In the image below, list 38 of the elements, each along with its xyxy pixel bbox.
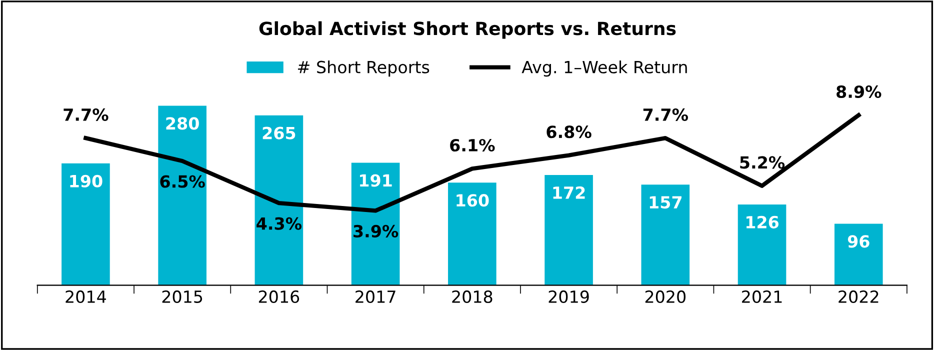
data-label: 160 xyxy=(456,194,489,207)
data-label: 265 xyxy=(262,126,296,140)
bar xyxy=(738,204,786,286)
bar xyxy=(834,224,883,286)
x-tick-label: 2016 xyxy=(258,290,300,304)
legend-label: # Short Reports xyxy=(298,60,430,77)
data-label: 7.7% xyxy=(643,108,688,121)
data-label: 7.7% xyxy=(64,108,108,121)
x-tick-label: 2015 xyxy=(162,290,202,304)
data-label: 157 xyxy=(650,196,682,209)
data-label: 4.3% xyxy=(256,217,302,230)
data-label: 3.9% xyxy=(354,224,398,238)
bar xyxy=(448,182,496,286)
data-label: 280 xyxy=(166,117,199,130)
data-label: 5.2% xyxy=(740,156,785,169)
data-label: 190 xyxy=(70,174,102,188)
x-tick-label: 2020 xyxy=(645,290,686,304)
bar xyxy=(254,115,304,286)
x-tick-label: 2017 xyxy=(356,290,396,304)
bar xyxy=(641,184,690,286)
data-label: 126 xyxy=(746,216,779,228)
legend-label: Avg. 1–Week Return xyxy=(522,60,687,77)
data-label: 6.8% xyxy=(546,126,592,138)
bar xyxy=(544,174,593,286)
data-label: 191 xyxy=(360,174,392,187)
x-tick-label: 2014 xyxy=(66,290,106,304)
bar xyxy=(62,163,110,286)
data-label: 172 xyxy=(553,186,585,199)
data-label: 6.5% xyxy=(160,175,205,188)
x-tick-label: 2018 xyxy=(452,290,492,304)
data-label: 8.9% xyxy=(836,85,882,98)
x-tick-label: 2022 xyxy=(838,290,878,304)
data-label: 96 xyxy=(848,235,870,248)
data-label: 6.1% xyxy=(450,138,495,152)
x-tick-label: 2021 xyxy=(742,290,782,304)
bar xyxy=(158,106,206,286)
chart-title: Global Activist Short Reports vs. Returns xyxy=(259,21,676,39)
x-tick-label: 2019 xyxy=(548,290,589,304)
